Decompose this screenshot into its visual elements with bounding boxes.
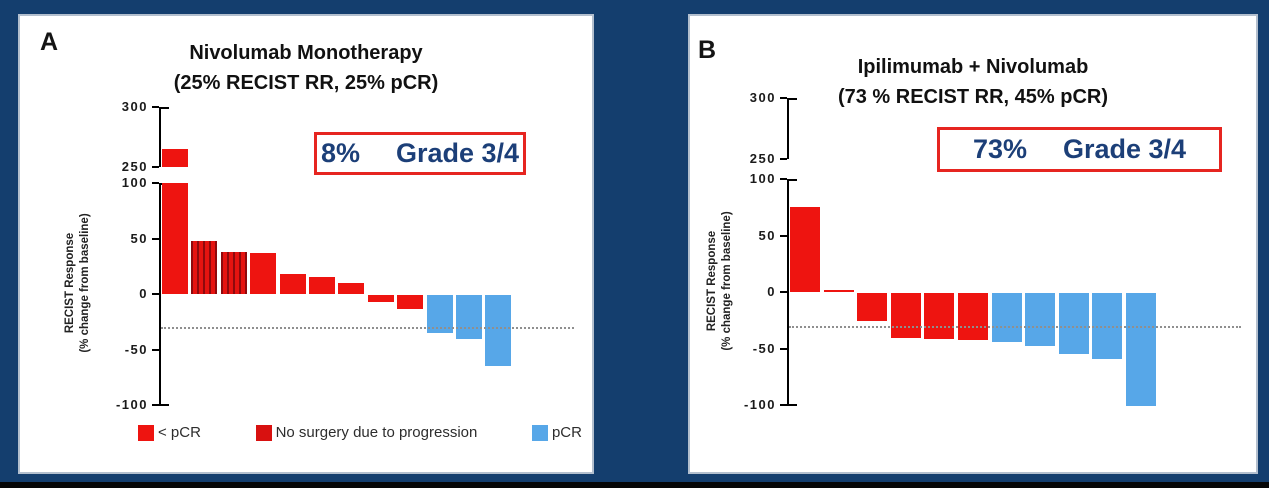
panel-b-title: Ipilimumab + Nivolumab (73 % RECIST RR, … bbox=[690, 52, 1256, 112]
y-tick bbox=[152, 106, 159, 108]
bar bbox=[958, 293, 988, 341]
y-axis-upper-segment bbox=[159, 107, 161, 167]
y-tick-label: 0 bbox=[767, 284, 776, 299]
bar bbox=[250, 252, 277, 294]
y-axis-title-b-line1: RECIST Response bbox=[706, 230, 718, 332]
y-tick bbox=[152, 166, 159, 168]
y-tick bbox=[780, 404, 787, 406]
y-tick bbox=[780, 178, 787, 180]
bar bbox=[1126, 293, 1156, 406]
grade-3-4-box-b: 73% Grade 3/4 bbox=[937, 127, 1222, 172]
y-tick-label: 100 bbox=[121, 175, 148, 190]
bar bbox=[857, 293, 888, 322]
y-axis-upper-segment bbox=[787, 98, 789, 159]
y-tick-label: 0 bbox=[139, 286, 148, 301]
y-tick bbox=[152, 293, 159, 295]
legend-item-lt-pcr: < pCR bbox=[138, 424, 201, 441]
bar bbox=[991, 293, 1022, 342]
bar bbox=[309, 277, 335, 294]
bar bbox=[338, 282, 365, 294]
bar bbox=[790, 207, 820, 292]
grade-3-4-percent-a: 8% bbox=[320, 138, 360, 168]
bar bbox=[1058, 293, 1089, 355]
bar bbox=[485, 295, 512, 367]
y-axis-main-segment bbox=[787, 179, 789, 406]
bar bbox=[426, 295, 453, 333]
y-tick-label: -50 bbox=[124, 341, 148, 357]
y-tick-label: 250 bbox=[749, 151, 776, 166]
axis-cap bbox=[161, 107, 169, 109]
y-tick-label: 300 bbox=[121, 99, 148, 114]
panel-a-title-line1: Nivolumab Monotherapy bbox=[189, 42, 423, 64]
y-axis-title-b-line2: (% change from baseline) bbox=[721, 211, 733, 351]
no-surgery-label: No surgery due to progression bbox=[275, 424, 478, 441]
grade-3-4-label-b: Grade 3/4 bbox=[1062, 134, 1187, 164]
axis-cap bbox=[161, 404, 169, 406]
lt-pcr-label: < pCR bbox=[158, 424, 201, 441]
bar bbox=[162, 183, 188, 294]
bar bbox=[279, 274, 306, 294]
panel-b-letter: B bbox=[698, 36, 717, 64]
y-tick bbox=[780, 291, 787, 293]
bar bbox=[397, 295, 424, 310]
panel-a-title-line2: (25% RECIST RR, 25% pCR) bbox=[173, 72, 439, 94]
legend-item-pcr: pCR bbox=[531, 424, 582, 441]
no-surgery-swatch bbox=[255, 424, 272, 441]
legend: < pCR No surgery due to progression pCR bbox=[138, 424, 582, 441]
y-tick bbox=[780, 97, 787, 99]
y-tick bbox=[152, 237, 159, 240]
axis-cap bbox=[789, 404, 797, 406]
y-axis-main-segment bbox=[159, 183, 161, 406]
y-tick-label: 300 bbox=[749, 90, 776, 105]
y-tick-label: 50 bbox=[758, 227, 776, 243]
panel-b-title-line1: Ipilimumab + Nivolumab bbox=[857, 56, 1089, 78]
y-tick bbox=[152, 348, 159, 351]
y-tick-label: 100 bbox=[749, 171, 776, 186]
y-tick bbox=[780, 347, 787, 350]
y-axis-title-a: RECIST Response (% change from baseline) bbox=[63, 163, 93, 403]
y-tick bbox=[152, 404, 159, 406]
lt-pcr-swatch bbox=[138, 424, 154, 441]
bar bbox=[1092, 293, 1123, 359]
y-tick bbox=[152, 182, 159, 184]
reference-line-minus-30 bbox=[161, 327, 574, 330]
grade-3-4-box-a: 8% Grade 3/4 bbox=[314, 132, 526, 175]
bar bbox=[924, 293, 955, 340]
y-axis-title-b: RECIST Response (% change from baseline) bbox=[705, 161, 735, 401]
bar bbox=[367, 295, 394, 302]
y-tick-label: -100 bbox=[115, 397, 148, 412]
bar bbox=[456, 295, 482, 340]
axis-cap bbox=[789, 98, 797, 100]
bar bbox=[191, 240, 218, 294]
bottom-strip bbox=[0, 482, 1269, 488]
bar bbox=[890, 293, 921, 339]
waterfall-chart-b: 300 250 100 50 0 -50 -100 bbox=[690, 16, 1256, 472]
panel-a-title: Nivolumab Monotherapy (25% RECIST RR, 25… bbox=[20, 38, 592, 98]
axis-cap bbox=[789, 179, 797, 181]
reference-line-minus-30 bbox=[789, 325, 1241, 328]
y-tick bbox=[780, 158, 787, 160]
legend-item-no-surgery: No surgery due to progression bbox=[255, 424, 478, 441]
panel-b-title-line2: (73 % RECIST RR, 45% pCR) bbox=[837, 86, 1109, 108]
bar bbox=[1025, 293, 1056, 347]
grade-3-4-percent-b: 73% bbox=[972, 134, 1027, 164]
grade-3-4-label-a: Grade 3/4 bbox=[395, 138, 520, 168]
y-tick bbox=[780, 234, 787, 237]
waterfall-chart-a: 300 250 100 50 0 -50 -100 bbox=[20, 16, 592, 472]
y-tick-label: 50 bbox=[130, 230, 148, 246]
panel-b: B Ipilimumab + Nivolumab (73 % RECIST RR… bbox=[688, 14, 1258, 474]
pcr-swatch bbox=[531, 424, 548, 441]
bar bbox=[823, 289, 854, 292]
panel-a: A Nivolumab Monotherapy (25% RECIST RR, … bbox=[18, 14, 594, 474]
y-tick-label: -50 bbox=[752, 340, 776, 356]
y-axis-title-a-line1: RECIST Response bbox=[64, 232, 76, 334]
y-tick-label: 250 bbox=[121, 159, 148, 174]
pcr-label: pCR bbox=[551, 424, 582, 441]
panel-a-letter: A bbox=[40, 28, 59, 56]
bar-upper-segment bbox=[162, 149, 188, 167]
y-tick-label: -100 bbox=[743, 397, 776, 412]
bar bbox=[220, 251, 247, 294]
y-axis-title-a-line2: (% change from baseline) bbox=[79, 213, 91, 353]
